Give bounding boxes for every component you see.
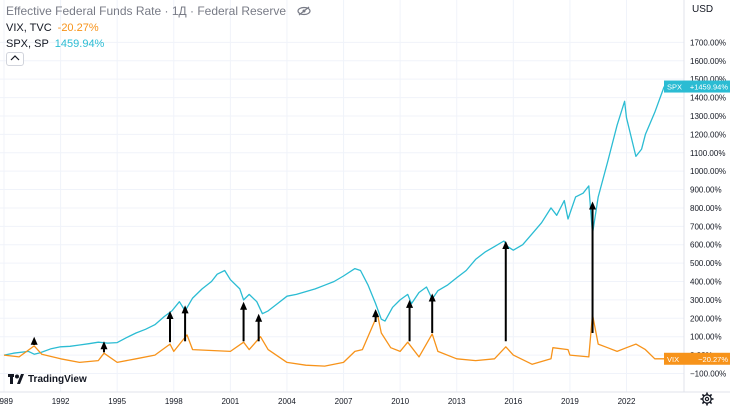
arrow-annotations [30, 201, 597, 353]
legend-spx-symbol: SPX, SP [6, 38, 49, 50]
x-tick-label: 1992 [52, 397, 70, 406]
svg-text:+1459.94%: +1459.94% [690, 83, 728, 92]
tradingview-logo-icon [8, 373, 24, 384]
y-tick-label: 1400.00% [690, 94, 726, 103]
eye-hidden-icon[interactable] [297, 5, 311, 19]
legend-vix-change: -20.27% [57, 22, 99, 34]
legend-collapse-button[interactable] [6, 52, 24, 66]
grid-lines [0, 0, 684, 392]
x-tick-label: 1995 [108, 397, 126, 406]
y-tick-label: 1300.00% [690, 112, 726, 121]
chevron-up-icon [10, 55, 20, 61]
x-tick-label: 2004 [278, 397, 296, 406]
y-tick-label: 900.00% [690, 186, 722, 195]
gear-icon[interactable] [700, 392, 714, 406]
series-line-spx [3, 86, 665, 356]
x-tick-label: 2007 [335, 397, 353, 406]
y-tick-label: 700.00% [690, 222, 722, 231]
arrow-annotation [255, 313, 263, 342]
legend-vix-symbol: VIX, TVC [6, 22, 52, 34]
y-tick-label: 800.00% [690, 204, 722, 213]
x-tick-label: 2016 [504, 397, 522, 406]
y-axis[interactable]: −100.00%0.00%100.00%200.00%300.00%400.00… [690, 38, 726, 378]
x-tick-label: 2022 [618, 397, 636, 406]
y-tick-label: 500.00% [690, 259, 722, 268]
x-tick-label: 2001 [221, 397, 239, 406]
chart-header: Effective Federal Funds Rate · 1Д · Fede… [6, 4, 311, 19]
last-value-labels: SPX +1459.94% VIX −20.27% [664, 80, 730, 365]
arrow-annotation [181, 305, 189, 342]
legend-spx-change: 1459.94% [54, 38, 105, 50]
y-tick-label: 200.00% [690, 314, 722, 323]
x-tick-label: 2019 [561, 397, 579, 406]
y-tick-label: 1700.00% [690, 38, 726, 47]
legend-vix[interactable]: VIX, TVC -20.27% [6, 22, 99, 34]
y-tick-label: 1000.00% [690, 167, 726, 176]
series-line-vix [3, 313, 665, 367]
svg-text:VIX: VIX [667, 355, 679, 364]
x-tick-label: 2013 [448, 397, 466, 406]
arrow-annotation [372, 309, 380, 322]
y-tick-label: 1100.00% [690, 149, 725, 158]
arrow-annotation [100, 341, 108, 353]
x-tick-label: 2010 [391, 397, 409, 406]
x-axis[interactable]: 1989 1992 1995 1998 2001 2004 2007 2010 2013 2016… [0, 397, 636, 406]
arrow-annotation [240, 301, 248, 342]
svg-text:−20.27%: −20.27% [698, 355, 728, 364]
tradingview-logo-text: TradingView [28, 373, 87, 385]
y-tick-label: 600.00% [690, 241, 722, 250]
y-tick-label: 1600.00% [690, 57, 726, 66]
currency-label[interactable]: USD [692, 4, 714, 15]
arrow-annotation [30, 336, 38, 345]
x-tick-label: 1998 [165, 397, 183, 406]
y-tick-label: −100.00% [690, 369, 726, 378]
svg-text:SPX: SPX [667, 83, 682, 92]
arrow-annotation [502, 241, 510, 342]
x-tick-label: 1989 [0, 397, 13, 406]
arrow-annotation [428, 293, 436, 334]
arrow-annotation [406, 299, 414, 342]
y-tick-label: 400.00% [690, 278, 722, 287]
arrow-annotation [589, 201, 597, 334]
tradingview-logo[interactable]: TradingView [8, 372, 87, 386]
chart-title: Effective Federal Funds Rate · 1Д · Fede… [6, 4, 287, 18]
arrow-annotation [166, 310, 174, 343]
last-value-label-spx: SPX +1459.94% [664, 80, 730, 93]
last-value-label-vix: VIX −20.27% [664, 352, 730, 365]
y-tick-label: 1500.00% [690, 75, 726, 84]
y-tick-label: 100.00% [690, 333, 722, 342]
legend-spx[interactable]: SPX, SP 1459.94% [6, 38, 104, 50]
y-tick-label: 1200.00% [690, 130, 726, 139]
y-tick-label: 300.00% [690, 296, 722, 305]
